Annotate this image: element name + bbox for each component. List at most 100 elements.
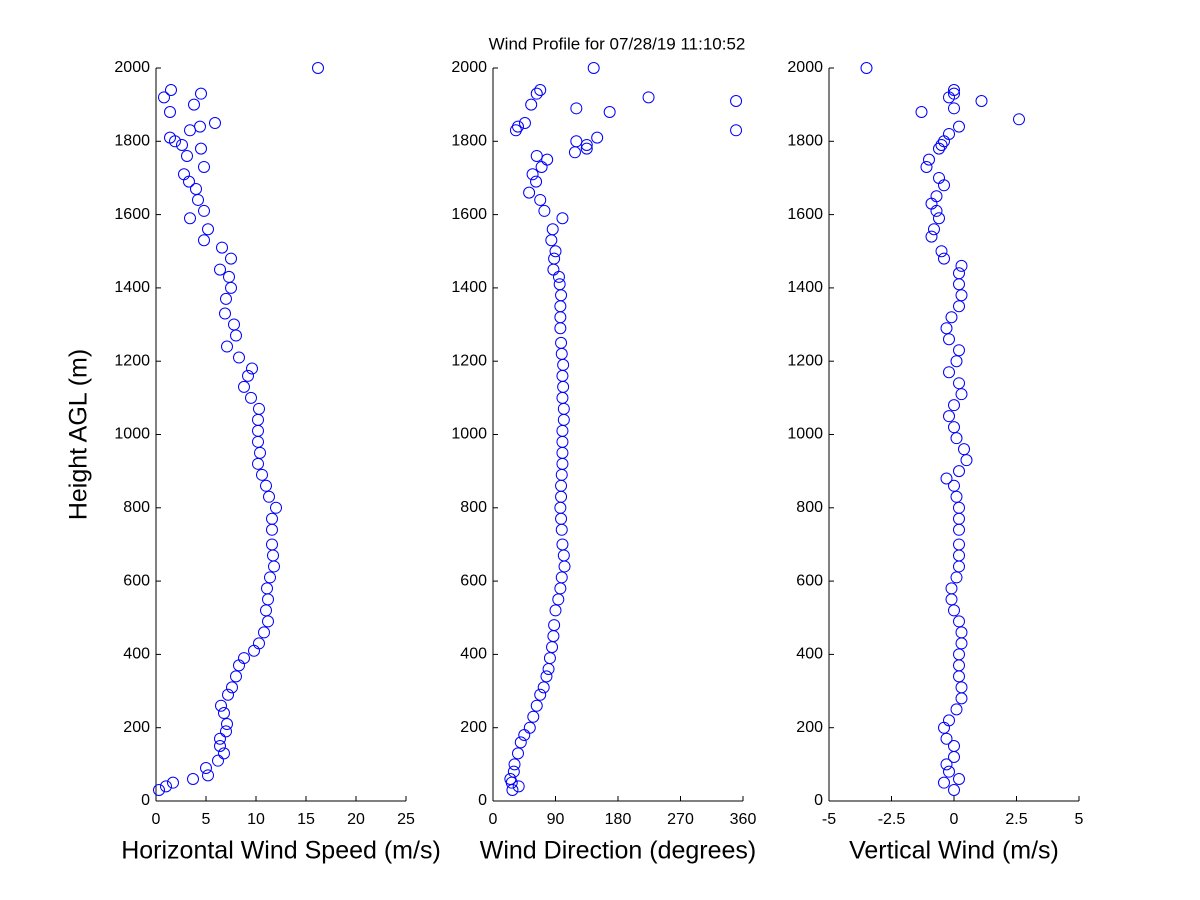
data-point xyxy=(935,138,948,151)
y-tick-label: 1200 xyxy=(451,352,487,369)
data-point xyxy=(955,388,968,401)
data-point xyxy=(953,377,965,390)
data-point xyxy=(553,278,566,291)
data-point xyxy=(943,765,955,778)
x-tick-label: 270 xyxy=(667,811,694,828)
data-point xyxy=(230,670,242,683)
data-point xyxy=(915,105,928,118)
y-tick-label: 800 xyxy=(460,499,487,516)
data-point xyxy=(164,105,176,118)
y-tick-label: 0 xyxy=(141,792,150,809)
data-point xyxy=(523,721,536,734)
y-tick-label: 800 xyxy=(796,499,823,516)
data-point xyxy=(955,681,968,694)
data-point xyxy=(530,149,543,162)
data-point xyxy=(938,135,950,148)
y-tick-label: 1000 xyxy=(787,426,823,443)
data-point xyxy=(557,358,570,371)
data-point xyxy=(953,278,965,291)
data-point xyxy=(945,593,958,606)
data-point xyxy=(953,773,965,786)
data-point xyxy=(955,259,968,272)
data-point xyxy=(940,732,953,745)
data-point xyxy=(181,149,193,162)
y-tick-label: 1000 xyxy=(451,426,487,443)
data-point xyxy=(950,432,963,445)
data-point xyxy=(948,399,960,412)
data-point xyxy=(216,241,228,254)
data-point xyxy=(260,604,272,617)
data-point xyxy=(556,435,569,448)
y-tick-label: 1200 xyxy=(787,352,823,369)
data-point xyxy=(221,718,233,731)
data-point xyxy=(555,571,568,584)
data-point xyxy=(953,659,965,672)
y-tick-label: 1400 xyxy=(787,279,823,296)
data-point xyxy=(190,182,202,195)
x-axis-label: Horizontal Wind Speed (m/s) xyxy=(121,837,441,865)
data-point xyxy=(953,560,965,573)
data-point xyxy=(923,153,935,166)
data-point xyxy=(254,446,266,459)
data-point xyxy=(557,549,570,562)
data-point xyxy=(160,780,172,793)
data-point xyxy=(534,688,547,701)
data-point xyxy=(219,307,231,320)
data-point xyxy=(642,91,655,104)
data-point xyxy=(948,421,960,434)
data-point xyxy=(202,769,214,782)
data-point xyxy=(554,322,567,335)
data-point xyxy=(514,736,527,749)
data-point xyxy=(228,318,240,331)
data-point xyxy=(504,773,517,786)
data-point xyxy=(555,512,568,525)
data-point xyxy=(547,630,560,643)
x-tick-label: 0 xyxy=(152,811,161,828)
y-tick-label: 200 xyxy=(796,719,823,736)
data-point xyxy=(167,776,179,789)
data-point xyxy=(556,369,569,382)
x-tick-label: 0 xyxy=(489,811,498,828)
data-point xyxy=(530,699,543,712)
y-tick-label: 800 xyxy=(123,499,150,516)
data-point xyxy=(925,197,938,210)
data-point xyxy=(948,740,960,753)
data-point xyxy=(546,223,559,236)
data-point xyxy=(948,83,960,96)
y-tick-label: 1800 xyxy=(114,133,150,150)
data-point xyxy=(252,424,264,437)
data-point xyxy=(534,193,547,206)
data-point xyxy=(547,263,560,276)
data-point xyxy=(940,472,953,485)
y-tick-label: 200 xyxy=(123,719,150,736)
data-point xyxy=(270,501,282,514)
data-point xyxy=(202,223,214,236)
data-point xyxy=(238,652,250,665)
data-point xyxy=(198,160,210,173)
data-point xyxy=(245,391,257,404)
data-point xyxy=(933,171,945,184)
data-point xyxy=(953,501,965,514)
data-point xyxy=(943,714,955,727)
y-tick-label: 1800 xyxy=(451,133,487,150)
data-point xyxy=(266,523,278,536)
y-tick-label: 2000 xyxy=(114,59,150,76)
data-point xyxy=(555,336,568,349)
data-point xyxy=(935,245,948,258)
x-tick-label: 20 xyxy=(347,811,365,828)
data-point xyxy=(557,413,570,426)
data-point xyxy=(555,479,568,492)
data-point xyxy=(548,619,561,632)
data-point xyxy=(953,344,965,357)
data-point xyxy=(530,87,543,100)
data-point xyxy=(555,490,568,503)
data-point xyxy=(925,230,938,243)
x-tick-label: 5 xyxy=(202,811,211,828)
figure-title: Wind Profile for 07/28/19 11:10:52 xyxy=(489,34,746,53)
x-tick-label: -2.5 xyxy=(878,811,906,828)
data-point xyxy=(218,747,230,760)
data-point xyxy=(591,131,604,144)
data-point xyxy=(556,212,569,225)
data-point xyxy=(953,615,965,628)
data-point xyxy=(920,160,933,173)
